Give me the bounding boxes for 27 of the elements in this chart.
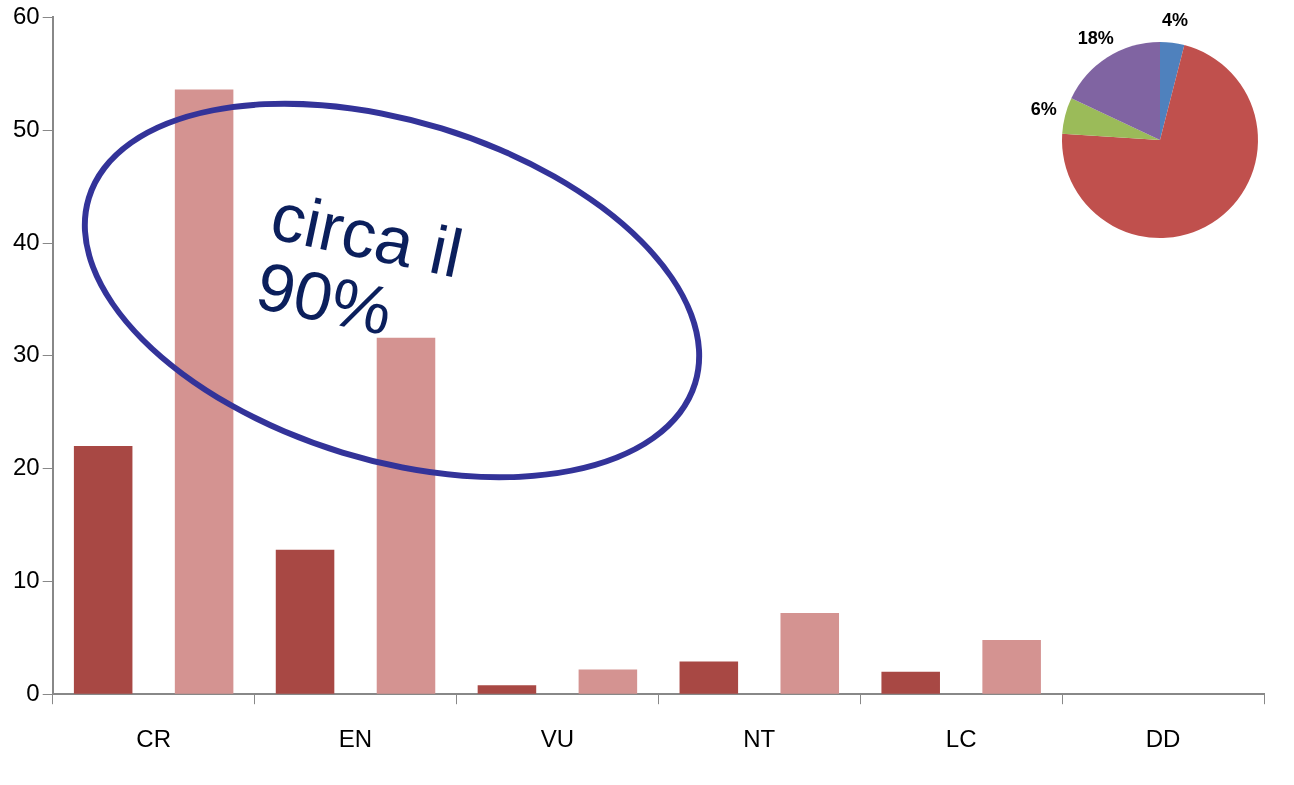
y-tick-label: 20 [12,453,40,481]
x-tick-label: NT [743,725,776,753]
bar [174,89,234,694]
data-label: 4% [1162,9,1189,30]
x-tick-label: VU [540,725,575,753]
y-tick-label: 40 [12,227,40,255]
bar [578,669,638,694]
data-label: 18% [1077,27,1114,48]
bar [275,549,335,694]
data-label: 6% [1030,99,1057,120]
y-tick-label: 60 [12,2,40,30]
bar [73,446,133,694]
y-tick-label: 30 [12,340,40,368]
bar [376,337,436,694]
y-tick-label: 50 [12,114,40,142]
bar [881,671,940,694]
annotation: circa il 90% [249,177,471,352]
x-tick-label: CR [136,725,171,753]
y-tick-label: 0 [26,678,40,706]
bar [780,612,840,694]
x-tick-label: LC [945,725,977,753]
x-tick-label: EN [338,725,373,753]
x-tick-label: DD [1145,725,1181,753]
bar [982,640,1041,694]
bar [679,661,739,694]
y-tick-label: 10 [12,566,40,594]
bar [477,685,537,694]
